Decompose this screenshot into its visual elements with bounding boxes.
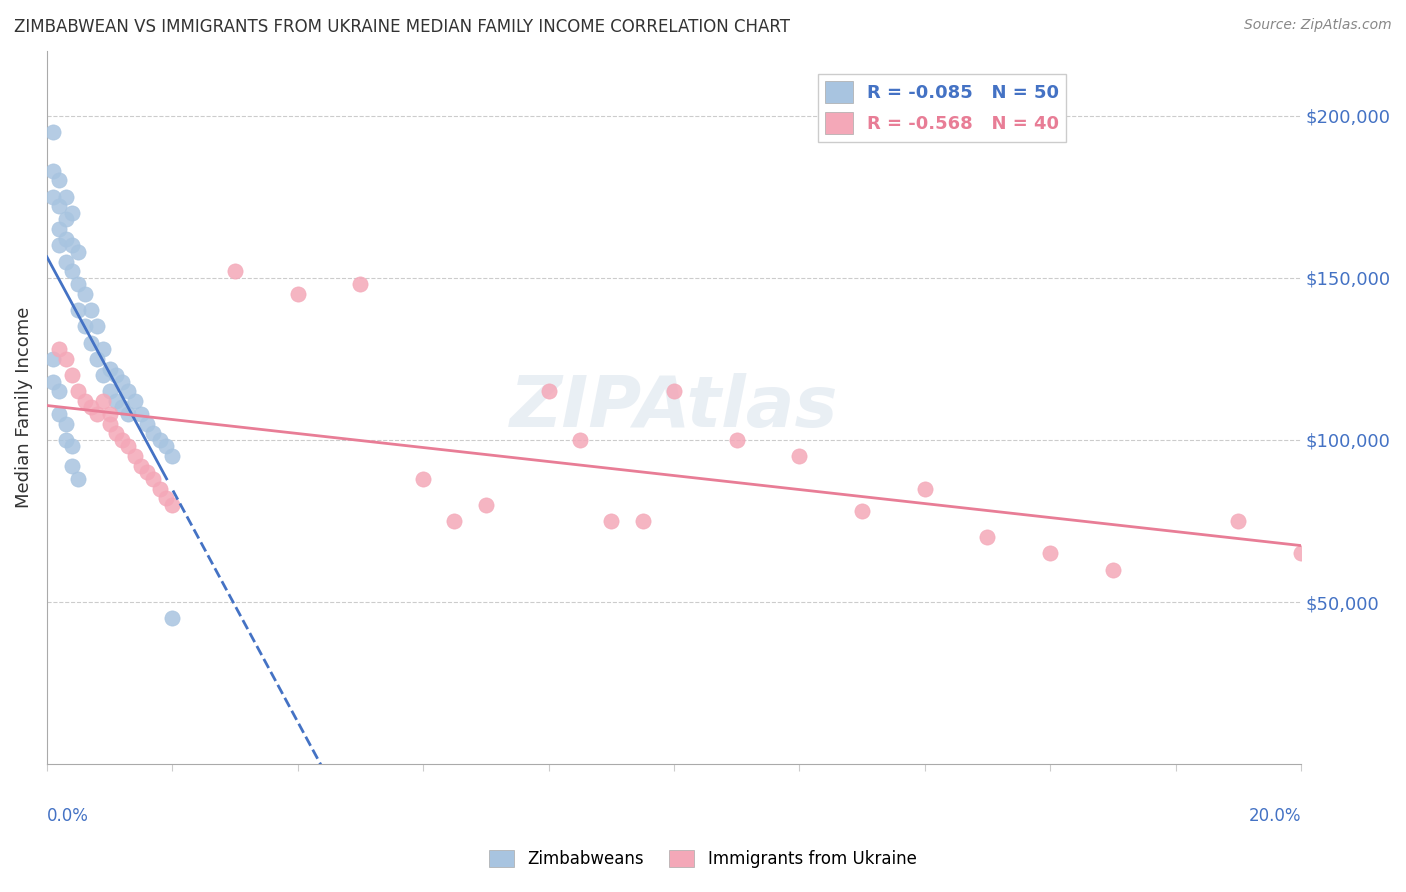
Point (412, 472, 434, 486)
Point (60, 264, 83, 278)
Point (48, 222, 70, 236)
Point (287, 287, 309, 301)
Point (42, 189, 65, 203)
Point (48, 342, 70, 356)
Point (91, 342, 114, 356)
Point (475, 498, 498, 512)
Point (155, 439, 177, 453)
Point (725, 433, 748, 447)
Text: ZIPAtlas: ZIPAtlas (510, 373, 838, 442)
Text: ZIMBABWEAN VS IMMIGRANTS FROM UKRAINE MEDIAN FAMILY INCOME CORRELATION CHART: ZIMBABWEAN VS IMMIGRANTS FROM UKRAINE ME… (14, 18, 790, 36)
Point (914, 482, 936, 496)
Point (55, 189, 77, 203)
Point (104, 368, 127, 382)
Legend: R = -0.085   N = 50, R = -0.568   N = 40: R = -0.085 N = 50, R = -0.568 N = 40 (818, 74, 1066, 142)
Point (67, 384, 90, 399)
Point (55, 254, 77, 268)
Point (60, 368, 83, 382)
Point (104, 394, 127, 409)
Point (67, 244, 90, 259)
Point (600, 514, 623, 528)
Point (111, 401, 134, 415)
Point (136, 466, 159, 480)
Point (60, 238, 83, 252)
Point (124, 394, 146, 409)
Point (48, 384, 70, 399)
Text: 0.0%: 0.0% (46, 807, 89, 825)
Point (662, 384, 685, 399)
Point (1227, 514, 1250, 528)
Point (224, 264, 246, 278)
Point (60, 439, 83, 453)
Point (162, 611, 184, 625)
Point (142, 472, 165, 486)
Point (86, 351, 108, 366)
Point (67, 472, 90, 486)
Point (80, 401, 103, 415)
Point (162, 498, 184, 512)
Point (631, 514, 654, 528)
Point (129, 407, 152, 421)
Point (48, 199, 70, 213)
Point (55, 433, 77, 447)
Point (67, 277, 90, 292)
Point (91, 394, 114, 409)
Point (136, 417, 159, 431)
Point (55, 417, 77, 431)
Point (1039, 546, 1062, 560)
Y-axis label: Median Family Income: Median Family Income (15, 307, 32, 508)
Point (1289, 546, 1312, 560)
Point (86, 407, 108, 421)
Point (73, 394, 96, 409)
Point (60, 206, 83, 220)
Point (73, 319, 96, 334)
Point (568, 433, 591, 447)
Point (155, 491, 177, 506)
Point (117, 384, 139, 399)
Point (851, 504, 873, 518)
Point (789, 449, 811, 463)
Point (91, 368, 114, 382)
Point (149, 433, 172, 447)
Point (537, 384, 560, 399)
Point (48, 238, 70, 252)
Point (98, 384, 121, 399)
Point (86, 319, 108, 334)
Point (42, 163, 65, 178)
Legend: Zimbabweans, Immigrants from Ukraine: Zimbabweans, Immigrants from Ukraine (482, 843, 924, 875)
Point (111, 375, 134, 389)
Point (73, 287, 96, 301)
Point (129, 458, 152, 473)
Point (60, 458, 83, 473)
Point (98, 407, 121, 421)
Point (48, 173, 70, 187)
Point (104, 426, 127, 441)
Point (149, 482, 172, 496)
Point (42, 351, 65, 366)
Point (80, 303, 103, 318)
Point (443, 514, 465, 528)
Point (124, 449, 146, 463)
Point (67, 303, 90, 318)
Point (1102, 563, 1125, 577)
Point (55, 351, 77, 366)
Point (976, 530, 998, 544)
Point (111, 433, 134, 447)
Point (349, 277, 371, 292)
Point (42, 375, 65, 389)
Point (98, 417, 121, 431)
Point (55, 212, 77, 227)
Point (48, 407, 70, 421)
Text: 20.0%: 20.0% (1249, 807, 1301, 825)
Point (117, 407, 139, 421)
Point (117, 439, 139, 453)
Text: Source: ZipAtlas.com: Source: ZipAtlas.com (1244, 18, 1392, 32)
Point (80, 335, 103, 350)
Point (42, 125, 65, 139)
Point (98, 361, 121, 376)
Point (55, 232, 77, 246)
Point (142, 426, 165, 441)
Point (162, 449, 184, 463)
